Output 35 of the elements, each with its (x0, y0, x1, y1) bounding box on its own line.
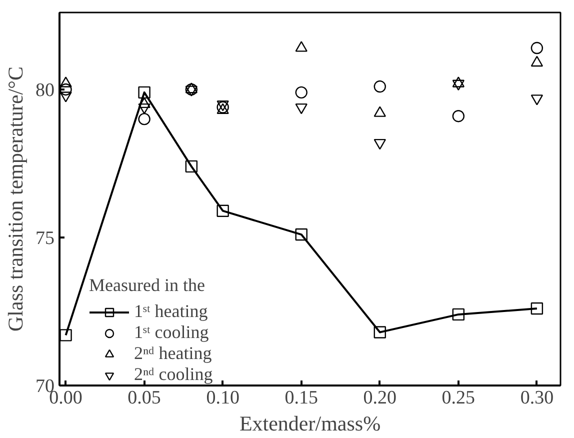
point (452, 308, 465, 321)
point (60, 329, 72, 342)
point (374, 138, 386, 150)
legend-label: 1ˢᵗ cooling (134, 322, 209, 343)
legend-label: 2ⁿᵈ cooling (134, 364, 213, 385)
point (185, 160, 198, 173)
y-axis-title: Glass transition temperature/°C (4, 66, 28, 332)
point (138, 86, 150, 99)
x-tick-label: 0.15 (284, 388, 318, 408)
point (530, 302, 544, 315)
y-tick-label: 80 (36, 80, 54, 101)
point (138, 112, 150, 126)
point (216, 204, 229, 217)
point (530, 94, 544, 106)
point (452, 80, 465, 90)
point (138, 103, 150, 114)
legend-title: Measured in the (89, 275, 206, 296)
x-tick-label: 0.30 (520, 388, 554, 408)
x-tick-label: 0.10 (206, 388, 240, 408)
legend-label: 1ˢᵗ heating (134, 301, 208, 322)
point (295, 103, 308, 114)
y-tick-label: 75 (36, 228, 54, 249)
point (452, 110, 465, 122)
point (530, 42, 544, 54)
x-tick-label: 0.05 (128, 388, 161, 408)
legend-label: 2ⁿᵈ heating (134, 343, 212, 364)
point (374, 326, 386, 338)
x-axis-title: Extender/mass% (239, 412, 381, 436)
point (295, 228, 308, 241)
point (295, 86, 308, 99)
point (185, 86, 198, 96)
point (60, 92, 72, 102)
point (374, 80, 386, 93)
x-tick-label: 0.25 (442, 388, 476, 408)
x-tick-label: 0.20 (363, 388, 397, 408)
